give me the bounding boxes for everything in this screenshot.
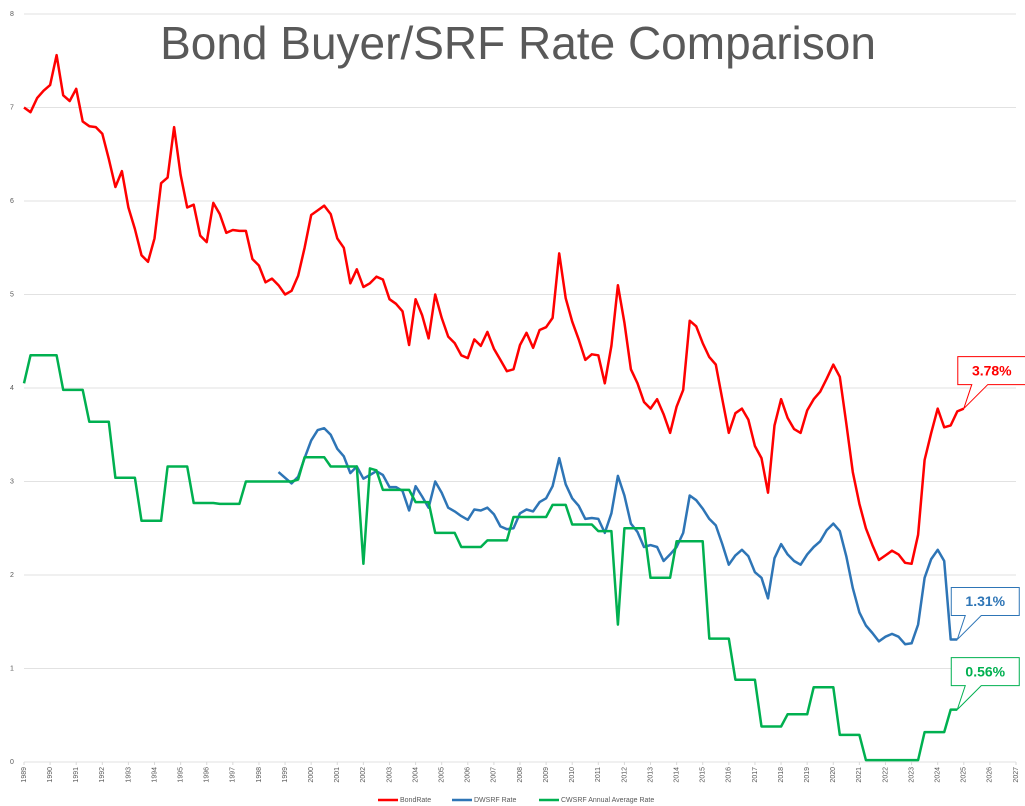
- chart-title: Bond Buyer/SRF Rate Comparison: [160, 17, 876, 69]
- x-tick-label: 1991: [73, 767, 80, 783]
- series-line: [277, 426, 958, 646]
- x-tick-label: 2001: [334, 767, 341, 783]
- y-tick-label: 2: [10, 572, 14, 579]
- x-tick-label: 2022: [882, 767, 889, 783]
- x-tick-label: 1997: [230, 767, 237, 783]
- x-tick-label: 2023: [908, 767, 915, 783]
- y-tick-label: 8: [10, 11, 14, 18]
- x-tick-label: 2009: [543, 767, 550, 783]
- x-tick-label: 1990: [47, 767, 54, 783]
- x-tick-label: 2012: [621, 767, 628, 783]
- x-tick-label: 2011: [595, 767, 602, 782]
- x-tick-label: 2005: [439, 767, 446, 783]
- callout-label: 0.56%: [965, 663, 1005, 679]
- x-tick-label: 2006: [465, 767, 472, 783]
- callout-label: 1.31%: [965, 593, 1005, 609]
- x-tick-label: 2015: [700, 767, 707, 783]
- x-tick-label: 2010: [569, 767, 576, 783]
- x-tick-label: 2013: [647, 767, 654, 783]
- x-tick-label: 2021: [856, 767, 863, 783]
- x-tick-label: 2000: [308, 767, 315, 783]
- x-tick-label: 2007: [491, 767, 498, 783]
- x-tick-label: 1996: [204, 767, 211, 783]
- x-tick-label: 2008: [517, 767, 524, 783]
- callout-box: [950, 587, 1020, 640]
- callout-box: [957, 356, 1025, 409]
- x-tick-label: 1999: [282, 767, 289, 783]
- x-tick-label: 1994: [151, 767, 158, 783]
- x-tick-label: 2004: [412, 767, 419, 783]
- x-tick-label: 2016: [726, 767, 733, 783]
- x-tick-label: 2014: [673, 767, 680, 783]
- legend-label: BondRate: [400, 797, 431, 804]
- y-tick-label: 7: [10, 104, 14, 111]
- x-tick-label: 1998: [256, 767, 263, 783]
- y-tick-label: 5: [10, 291, 14, 298]
- series-line: [23, 53, 965, 566]
- x-tick-label: 2017: [752, 767, 759, 783]
- x-tick-label: 2018: [778, 767, 785, 783]
- y-tick-label: 1: [10, 665, 14, 672]
- legend-label: CWSRF Annual Average Rate: [561, 797, 654, 804]
- x-tick-label: 2026: [987, 767, 994, 783]
- series-line: [22, 354, 958, 762]
- x-tick-label: 1992: [99, 767, 106, 783]
- x-tick-label: 2003: [386, 767, 393, 783]
- x-tick-label: 2027: [1013, 767, 1020, 783]
- callout-box: [950, 657, 1020, 710]
- y-tick-label: 0: [10, 759, 14, 766]
- x-tick-label: 2019: [804, 767, 811, 783]
- x-tick-label: 1989: [21, 767, 28, 783]
- callout-label: 3.78%: [972, 362, 1012, 378]
- x-tick-label: 2020: [830, 767, 837, 783]
- x-tick-label: 1993: [125, 767, 132, 783]
- y-tick-label: 4: [10, 385, 14, 392]
- x-tick-label: 2024: [935, 767, 942, 783]
- y-tick-label: 6: [10, 198, 14, 205]
- y-tick-label: 3: [10, 478, 14, 485]
- x-tick-label: 1995: [177, 767, 184, 783]
- legend-label: DWSRF Rate: [474, 797, 517, 804]
- x-tick-label: 2025: [961, 767, 968, 783]
- x-tick-label: 2002: [360, 767, 367, 783]
